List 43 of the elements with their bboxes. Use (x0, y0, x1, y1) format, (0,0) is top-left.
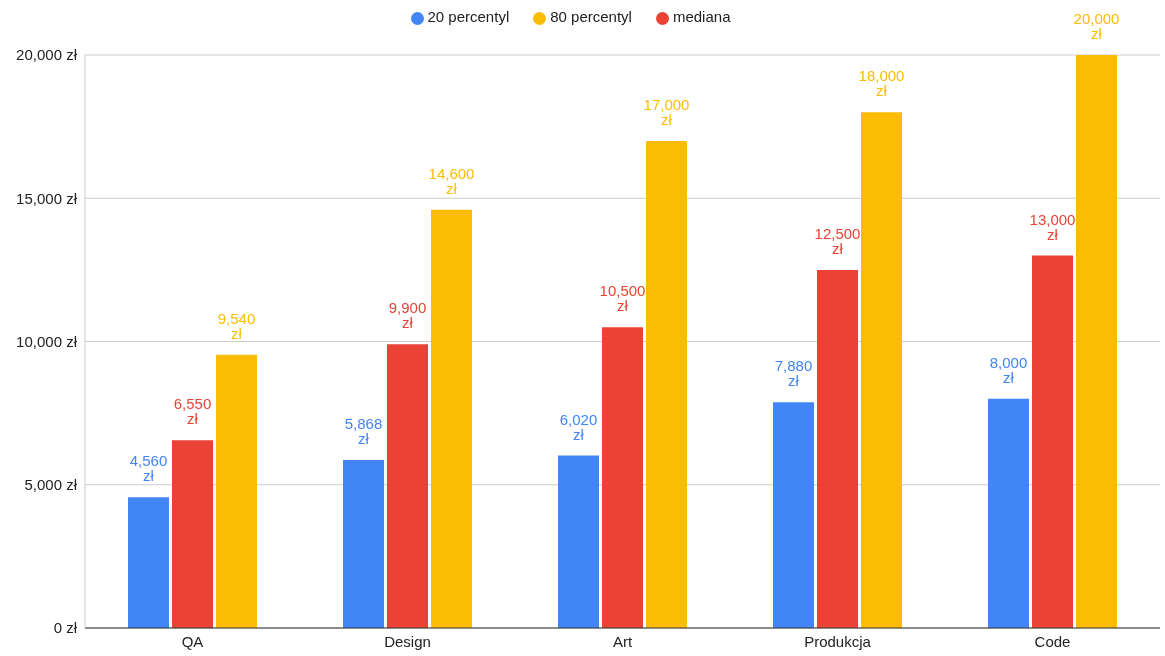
data-label: 10,500 zł (599, 282, 646, 315)
y-tick-label: 10,000 zł (16, 332, 78, 350)
bar (817, 269, 858, 628)
legend-label: 20 percentyl (427, 8, 510, 25)
x-tick-label: Art (612, 632, 633, 650)
legend-label: mediana (672, 8, 731, 25)
data-label: 17,000 zł (643, 95, 690, 128)
bar (128, 497, 169, 628)
y-tick-label: 0 zł (53, 619, 78, 637)
data-label: 6,550 zł (173, 395, 212, 428)
data-label: 13,000 zł (1029, 210, 1076, 243)
bar (1076, 55, 1117, 628)
data-label: 14,600 zł (428, 164, 475, 197)
legend-label: 80 percentyl (550, 8, 632, 25)
data-label: 18,000 zł (858, 67, 905, 100)
bar (558, 455, 599, 628)
bar (773, 402, 814, 628)
data-label: 4,560 zł (129, 452, 168, 485)
x-tick-label: QA (181, 632, 204, 650)
data-label: 12,500 zł (814, 224, 861, 257)
bar (216, 354, 257, 628)
x-tick-label: Produkcja (804, 632, 872, 650)
data-label: 6,020 zł (559, 410, 598, 443)
x-tick-label: Code (1034, 632, 1071, 650)
bar (343, 459, 384, 628)
bar (861, 112, 902, 628)
data-label: 7,880 zł (774, 357, 813, 390)
data-label: 8,000 zł (989, 353, 1028, 386)
bar (172, 440, 213, 628)
data-label: 5,868 zł (344, 414, 383, 447)
data-label: 20,000 zł (1073, 10, 1120, 42)
y-tick-label: 15,000 zł (16, 189, 78, 207)
data-label: 9,540 zł (217, 309, 256, 342)
x-tick-label: Design (384, 632, 431, 650)
bar (988, 398, 1029, 628)
bar (431, 209, 472, 628)
data-label: 9,900 zł (388, 299, 427, 332)
y-tick-label: 20,000 zł (16, 46, 78, 64)
bar (387, 344, 428, 628)
bar (646, 140, 687, 628)
y-tick-label: 5,000 zł (24, 476, 78, 494)
bar (1032, 255, 1073, 628)
bar (602, 327, 643, 628)
